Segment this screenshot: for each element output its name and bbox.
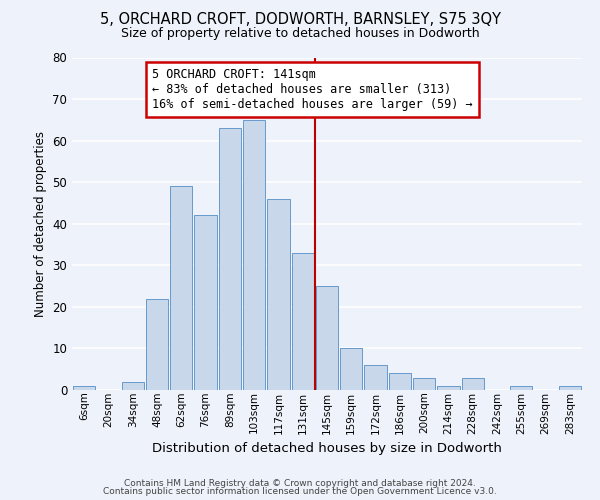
Text: 5 ORCHARD CROFT: 141sqm
← 83% of detached houses are smaller (313)
16% of semi-d: 5 ORCHARD CROFT: 141sqm ← 83% of detache… bbox=[152, 68, 473, 111]
Text: Contains public sector information licensed under the Open Government Licence v3: Contains public sector information licen… bbox=[103, 487, 497, 496]
Bar bbox=[146, 298, 168, 390]
Y-axis label: Number of detached properties: Number of detached properties bbox=[34, 130, 47, 317]
Bar bbox=[437, 386, 460, 390]
Bar bbox=[194, 216, 217, 390]
Bar bbox=[73, 386, 95, 390]
Bar bbox=[510, 386, 532, 390]
X-axis label: Distribution of detached houses by size in Dodworth: Distribution of detached houses by size … bbox=[152, 442, 502, 455]
Bar bbox=[218, 128, 241, 390]
Text: Contains HM Land Registry data © Crown copyright and database right 2024.: Contains HM Land Registry data © Crown c… bbox=[124, 478, 476, 488]
Bar bbox=[461, 378, 484, 390]
Text: 5, ORCHARD CROFT, DODWORTH, BARNSLEY, S75 3QY: 5, ORCHARD CROFT, DODWORTH, BARNSLEY, S7… bbox=[100, 12, 500, 28]
Bar bbox=[413, 378, 436, 390]
Bar bbox=[243, 120, 265, 390]
Bar bbox=[389, 374, 411, 390]
Bar bbox=[316, 286, 338, 390]
Text: Size of property relative to detached houses in Dodworth: Size of property relative to detached ho… bbox=[121, 28, 479, 40]
Bar bbox=[364, 365, 387, 390]
Bar bbox=[559, 386, 581, 390]
Bar bbox=[267, 199, 290, 390]
Bar bbox=[122, 382, 144, 390]
Bar bbox=[292, 253, 314, 390]
Bar bbox=[170, 186, 193, 390]
Bar bbox=[340, 348, 362, 390]
